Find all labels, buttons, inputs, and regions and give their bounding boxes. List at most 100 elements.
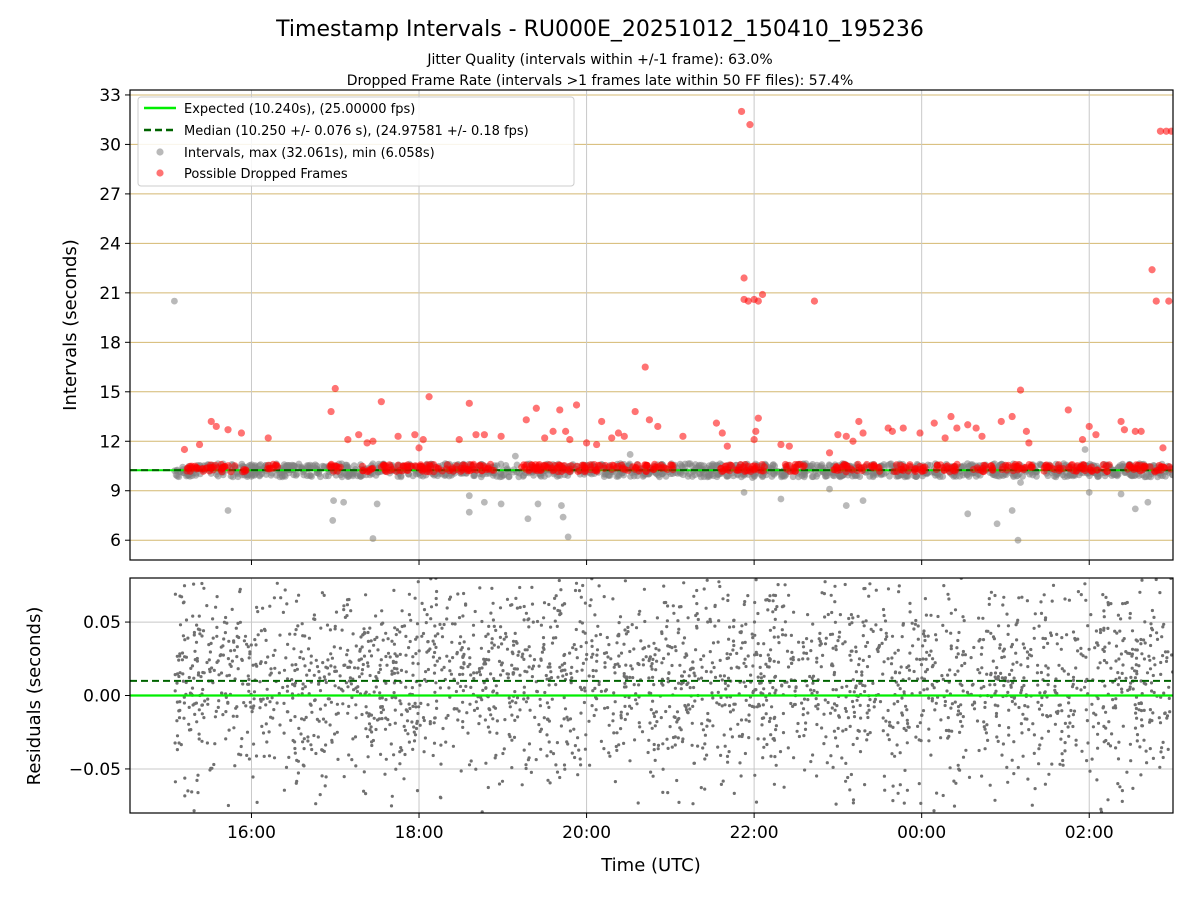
residual-point: [700, 697, 704, 701]
residual-point: [916, 724, 920, 729]
residual-point: [324, 743, 328, 747]
residual-point: [982, 685, 986, 689]
residual-point: [349, 609, 353, 613]
residual-point: [959, 719, 963, 724]
residual-point: [1040, 696, 1044, 700]
residual-point: [432, 721, 436, 725]
residual-point: [1137, 664, 1141, 668]
residual-point: [562, 763, 567, 767]
dropped-frame-point: [1016, 386, 1025, 394]
residual-point: [413, 701, 417, 706]
residual-point: [628, 704, 632, 708]
residual-point: [786, 665, 791, 669]
residual-point: [888, 724, 892, 728]
residual-point: [1145, 761, 1149, 765]
residual-point: [726, 593, 730, 597]
residual-point: [886, 657, 890, 661]
residual-point: [211, 617, 215, 621]
residual-point: [558, 665, 562, 669]
residual-point: [814, 697, 818, 701]
residual-point: [192, 676, 196, 680]
residual-point: [891, 784, 895, 788]
residual-point: [1128, 611, 1132, 616]
residual-point: [360, 712, 364, 717]
residual-point: [362, 789, 366, 793]
residual-point: [404, 708, 408, 712]
dropped-frame-point: [911, 467, 919, 475]
residual-point: [420, 634, 424, 638]
residual-point: [584, 657, 588, 661]
residual-point: [1036, 663, 1040, 667]
residual-point: [744, 718, 748, 722]
residual-point: [796, 721, 800, 726]
residual-point: [1148, 747, 1152, 751]
residual-point: [931, 657, 935, 661]
residual-point: [411, 747, 415, 752]
residual-point: [712, 665, 716, 670]
residual-point: [461, 689, 465, 693]
residual-point: [469, 759, 473, 763]
residual-point: [1095, 778, 1099, 782]
residual-point: [334, 669, 338, 673]
residual-point: [1095, 641, 1099, 645]
residual-point: [278, 723, 282, 727]
residual-point: [1155, 637, 1160, 642]
residual-point: [351, 632, 355, 636]
legend-expected-label: Expected (10.240s), (25.00000 fps): [184, 102, 415, 117]
residual-point: [769, 648, 773, 652]
residual-point: [282, 701, 286, 706]
residual-point: [372, 716, 376, 720]
dropped-frame-point: [1146, 463, 1154, 471]
dropped-frame-point: [365, 466, 373, 474]
residual-point: [1114, 659, 1118, 663]
residual-point: [590, 639, 594, 643]
residual-point: [216, 705, 220, 710]
residual-point: [773, 617, 777, 622]
residual-point: [1103, 684, 1107, 688]
residual-point: [646, 750, 650, 755]
residual-point: [388, 723, 392, 727]
residual-point: [1134, 706, 1138, 711]
residual-point: [789, 657, 793, 661]
residual-point: [484, 761, 488, 765]
dropped-frame-point: [834, 431, 842, 439]
residual-point: [768, 657, 772, 661]
residual-point: [962, 619, 966, 623]
residual-point: [362, 770, 366, 774]
residual-point: [538, 697, 542, 701]
residual-point: [1150, 719, 1154, 723]
residual-point: [905, 788, 910, 792]
residual-point: [688, 686, 692, 690]
residual-point: [306, 647, 311, 651]
residual-point: [175, 748, 179, 752]
residual-point: [607, 723, 611, 727]
residual-point: [919, 663, 924, 667]
residual-point: [497, 659, 502, 664]
residual-point: [360, 672, 364, 676]
dropped-frame-point: [642, 467, 650, 475]
residual-point: [490, 646, 494, 650]
residual-point: [653, 758, 657, 763]
residual-point: [602, 595, 606, 599]
residual-point: [841, 729, 845, 733]
residual-point: [456, 681, 460, 685]
residual-point: [740, 624, 744, 628]
residual-point: [939, 736, 943, 740]
residual-point: [851, 742, 855, 747]
residual-point: [183, 776, 187, 780]
dropped-frame-point: [1088, 467, 1096, 475]
residual-point: [173, 780, 177, 784]
residual-point: [275, 581, 279, 585]
residual-point: [881, 607, 886, 612]
residual-point: [809, 649, 813, 653]
residual-point: [804, 651, 809, 656]
residual-point: [829, 754, 833, 758]
interval-point: [1014, 536, 1022, 544]
residual-point: [315, 665, 320, 669]
residual-point: [729, 666, 733, 670]
residual-point: [429, 617, 433, 621]
residual-point: [677, 800, 681, 805]
residual-point: [946, 716, 950, 720]
residual-point: [522, 691, 526, 695]
residual-point: [770, 705, 774, 709]
